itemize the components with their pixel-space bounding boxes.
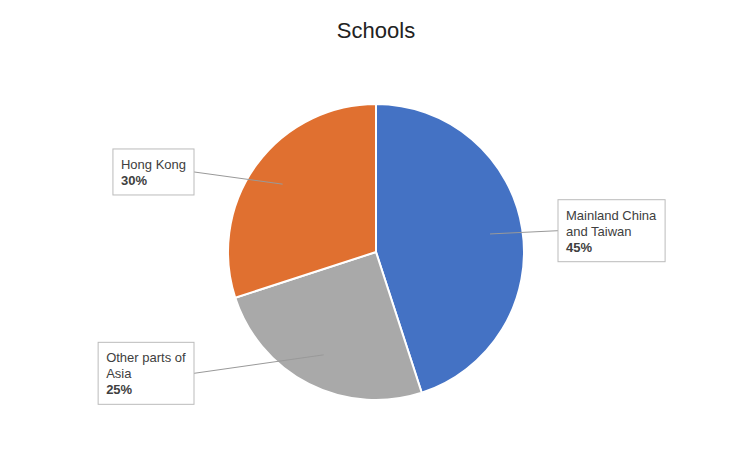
value-label: 45% [566,240,592,255]
leader-line [490,231,558,234]
value-label: 25% [106,382,132,397]
chart-title: Schools [337,18,415,43]
value-label: 30% [121,173,147,188]
pie-labels: Mainland Chinaand Taiwan45% Other parts o… [98,149,665,404]
pie-slice [228,104,376,298]
label-box [113,149,194,195]
slice-label: Other parts ofAsia25% [98,342,323,404]
pie-slices [228,104,524,400]
label-box [558,200,665,262]
slice-label: Hong Kong30% [113,149,283,195]
category-label: Mainland Chinaand Taiwan [566,208,657,239]
leader-line [194,172,283,184]
slice-label: Mainland Chinaand Taiwan45% [490,200,665,262]
label-box [98,342,194,404]
category-label: Hong Kong [121,157,186,172]
chart: Schools Mainland Chinaand Taiwan45% Other … [0,0,752,451]
leader-line [194,355,324,373]
category-label: Other parts ofAsia [106,350,186,381]
